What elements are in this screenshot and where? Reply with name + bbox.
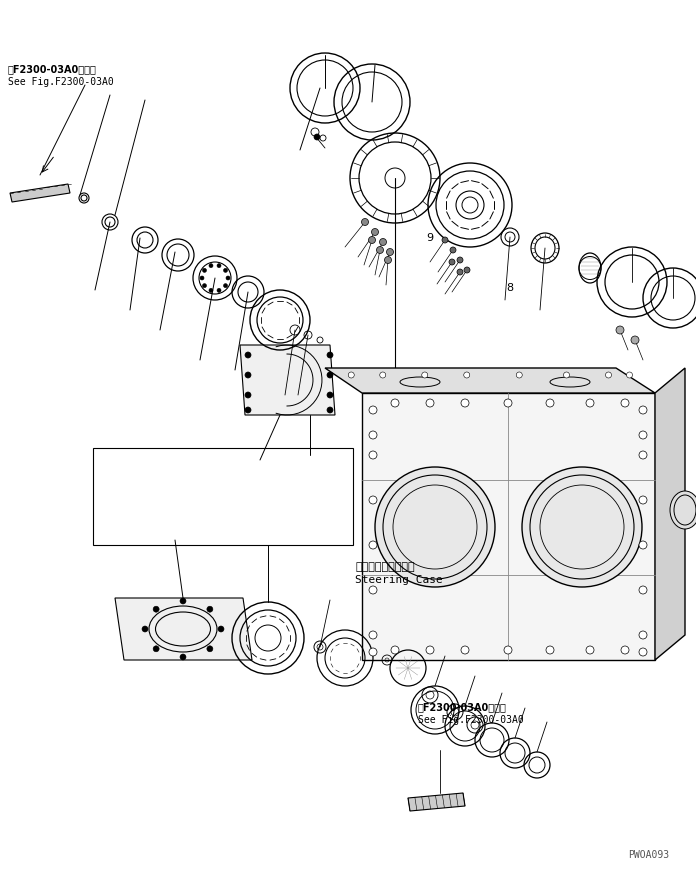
Circle shape <box>422 372 428 378</box>
Circle shape <box>586 646 594 654</box>
Circle shape <box>639 496 647 504</box>
Circle shape <box>386 249 393 256</box>
Circle shape <box>380 372 386 378</box>
Circle shape <box>180 598 186 604</box>
Circle shape <box>464 267 470 273</box>
Text: 9: 9 <box>427 233 434 243</box>
Circle shape <box>461 399 469 407</box>
Circle shape <box>209 264 213 268</box>
Ellipse shape <box>670 491 696 529</box>
Circle shape <box>631 336 639 344</box>
Circle shape <box>209 288 213 292</box>
Circle shape <box>639 406 647 414</box>
Circle shape <box>639 431 647 439</box>
Circle shape <box>504 646 512 654</box>
Polygon shape <box>362 393 655 660</box>
Circle shape <box>379 238 386 245</box>
Circle shape <box>207 646 213 652</box>
Circle shape <box>546 399 554 407</box>
Circle shape <box>372 229 379 236</box>
Circle shape <box>226 276 230 280</box>
Circle shape <box>153 606 159 612</box>
Circle shape <box>369 496 377 504</box>
Circle shape <box>450 247 456 253</box>
Circle shape <box>327 392 333 398</box>
Circle shape <box>223 284 228 287</box>
Circle shape <box>426 399 434 407</box>
Circle shape <box>516 372 522 378</box>
Circle shape <box>377 246 383 253</box>
Circle shape <box>426 646 434 654</box>
Circle shape <box>639 631 647 639</box>
Circle shape <box>442 237 448 243</box>
Circle shape <box>245 407 251 413</box>
Text: PWOA093: PWOA093 <box>628 850 669 860</box>
Circle shape <box>639 541 647 549</box>
Circle shape <box>218 626 224 632</box>
Text: 第F2300-03A0図参照: 第F2300-03A0図参照 <box>8 64 97 74</box>
Circle shape <box>217 264 221 268</box>
Circle shape <box>203 268 207 272</box>
Text: 8: 8 <box>507 283 514 293</box>
Circle shape <box>369 648 377 656</box>
Circle shape <box>639 451 647 459</box>
Circle shape <box>457 269 463 275</box>
Polygon shape <box>10 184 70 202</box>
Circle shape <box>369 541 377 549</box>
Polygon shape <box>115 598 252 660</box>
Circle shape <box>180 654 186 660</box>
Circle shape <box>327 352 333 358</box>
Circle shape <box>223 268 228 272</box>
Circle shape <box>621 646 629 654</box>
Circle shape <box>369 586 377 594</box>
Circle shape <box>621 399 629 407</box>
Circle shape <box>245 392 251 398</box>
Circle shape <box>369 631 377 639</box>
Circle shape <box>449 259 455 265</box>
Circle shape <box>142 626 148 632</box>
Circle shape <box>639 586 647 594</box>
Circle shape <box>327 372 333 378</box>
Circle shape <box>461 646 469 654</box>
Circle shape <box>200 276 204 280</box>
Circle shape <box>369 451 377 459</box>
Circle shape <box>586 399 594 407</box>
Circle shape <box>368 237 376 244</box>
Circle shape <box>391 646 399 654</box>
Circle shape <box>153 646 159 652</box>
Circle shape <box>203 284 207 287</box>
Circle shape <box>245 352 251 358</box>
Circle shape <box>464 372 470 378</box>
Circle shape <box>369 406 377 414</box>
Text: 第F2300-03A0図参照: 第F2300-03A0図参照 <box>418 702 507 712</box>
Circle shape <box>369 431 377 439</box>
Circle shape <box>564 372 569 378</box>
Circle shape <box>639 648 647 656</box>
Polygon shape <box>240 345 335 415</box>
Circle shape <box>314 134 320 140</box>
Polygon shape <box>325 368 655 393</box>
Circle shape <box>361 218 368 225</box>
Text: See Fig.F2300-03A0: See Fig.F2300-03A0 <box>418 715 524 725</box>
Circle shape <box>384 257 391 264</box>
Circle shape <box>606 372 612 378</box>
Text: Steering Case: Steering Case <box>355 575 443 585</box>
Circle shape <box>348 372 354 378</box>
Circle shape <box>616 326 624 334</box>
Circle shape <box>217 288 221 292</box>
Polygon shape <box>655 368 685 660</box>
Circle shape <box>522 467 642 587</box>
Circle shape <box>207 606 213 612</box>
Circle shape <box>504 399 512 407</box>
Circle shape <box>391 399 399 407</box>
Circle shape <box>245 372 251 378</box>
Circle shape <box>457 257 463 263</box>
Text: See Fig.F2300-03A0: See Fig.F2300-03A0 <box>8 77 113 87</box>
Circle shape <box>327 407 333 413</box>
Text: ステアリングケース: ステアリングケース <box>355 562 415 572</box>
Polygon shape <box>408 793 465 811</box>
Circle shape <box>375 467 495 587</box>
Circle shape <box>626 372 633 378</box>
Circle shape <box>546 646 554 654</box>
